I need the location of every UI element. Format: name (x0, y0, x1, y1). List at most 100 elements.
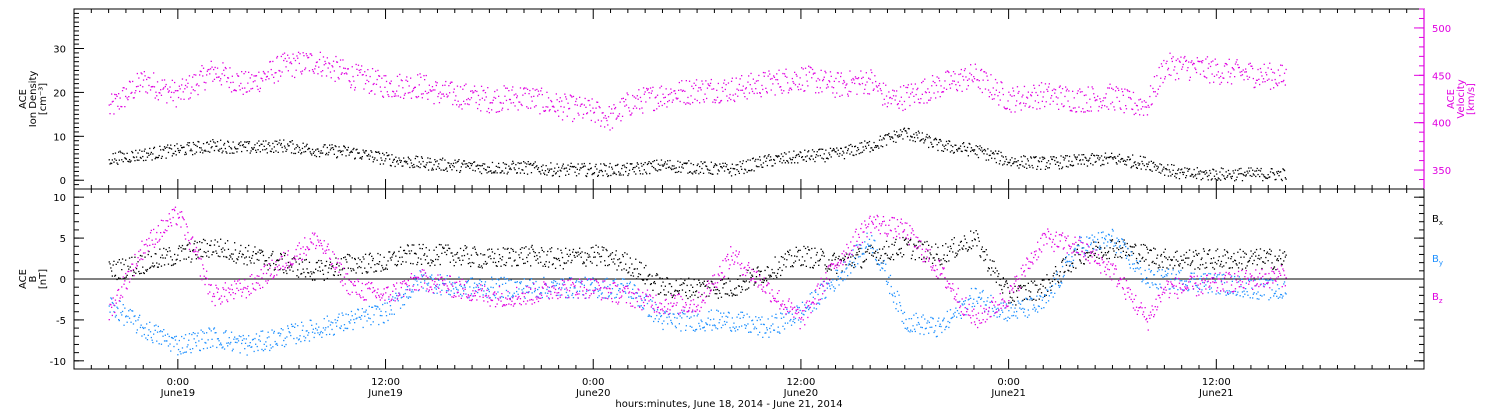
velocity-point (1166, 63, 1167, 64)
b-bx-point (577, 256, 578, 257)
velocity-point (240, 83, 241, 84)
velocity-point (1081, 111, 1082, 112)
density-point (162, 156, 163, 157)
b-bx-point (817, 260, 818, 261)
velocity-point (835, 97, 836, 98)
b-bx-point (783, 264, 784, 265)
b-bx-point (109, 263, 110, 264)
b-bx-point (797, 251, 798, 252)
b-bx-point (1141, 244, 1142, 245)
b-bx-point (976, 245, 977, 246)
velocity-point (658, 103, 659, 104)
density-point (240, 141, 241, 142)
density-point (490, 170, 491, 171)
velocity-point (773, 75, 774, 76)
velocity-point (994, 94, 995, 95)
b-bx-point (701, 294, 702, 295)
density-point (314, 155, 315, 156)
density-point (662, 166, 663, 167)
velocity-point (455, 95, 456, 96)
velocity-point (863, 93, 864, 94)
density-point (233, 153, 234, 154)
density-point (1205, 174, 1206, 175)
b-bx-point (834, 253, 835, 254)
velocity-point (1088, 111, 1089, 112)
velocity-point (775, 79, 776, 80)
velocity-point (895, 95, 896, 96)
velocity-point (809, 72, 810, 73)
velocity-point (478, 95, 479, 96)
b-bx-point (1285, 256, 1286, 257)
velocity-point (807, 81, 808, 82)
b-bx-point (1183, 254, 1184, 255)
velocity-point (634, 106, 635, 107)
velocity-point (1114, 109, 1115, 110)
density-point (504, 173, 505, 174)
velocity-point (824, 71, 825, 72)
velocity-point (585, 98, 586, 99)
b-bx-point (961, 241, 962, 242)
density-point (653, 167, 654, 168)
density-point (1160, 173, 1161, 174)
velocity-point (695, 85, 696, 86)
velocity-point (755, 88, 756, 89)
velocity-point (951, 75, 952, 76)
b-bx-point (682, 289, 683, 290)
density-point (1205, 170, 1206, 171)
b-bx-point (183, 248, 184, 249)
density-point (767, 165, 768, 166)
density-point (726, 166, 727, 167)
b-bx-point (1186, 252, 1187, 253)
velocity-point (212, 81, 213, 82)
density-point (1222, 174, 1223, 175)
density-point (644, 169, 645, 170)
velocity-point (488, 108, 489, 109)
velocity-point (1278, 69, 1279, 70)
density-point (135, 150, 136, 151)
b-bx-point (529, 253, 530, 254)
velocity-point (120, 97, 121, 98)
density-point (291, 152, 292, 153)
density-point (148, 153, 149, 154)
velocity-point (463, 101, 464, 102)
velocity-point (1188, 61, 1189, 62)
density-point (951, 145, 952, 146)
velocity-point (164, 79, 165, 80)
velocity-point (858, 77, 859, 78)
density-point (606, 165, 607, 166)
velocity-point (446, 94, 447, 95)
density-point (333, 149, 334, 150)
density-point (1002, 164, 1003, 165)
b-bx-point (628, 271, 629, 272)
density-point (894, 131, 895, 132)
density-point (1101, 155, 1102, 156)
b-bx-point (426, 256, 427, 257)
velocity-point (268, 78, 269, 79)
velocity-point (768, 70, 769, 71)
velocity-point (486, 111, 487, 112)
b-bx-point (652, 275, 653, 276)
velocity-point (688, 103, 689, 104)
b-bx-point (166, 254, 167, 255)
b-bx-point (1039, 288, 1040, 289)
velocity-point (666, 106, 667, 107)
b-bx-point (882, 248, 883, 249)
b-bx-point (1073, 267, 1074, 268)
velocity-point (533, 96, 534, 97)
density-point (976, 154, 977, 155)
b-bx-point (1061, 262, 1062, 263)
velocity-point (597, 102, 598, 103)
density-point (334, 154, 335, 155)
density-point (673, 165, 674, 166)
velocity-point (377, 70, 378, 71)
velocity-point (344, 73, 345, 74)
velocity-point (815, 92, 816, 93)
velocity-point (899, 101, 900, 102)
velocity-point (162, 80, 163, 81)
velocity-point (916, 94, 917, 95)
density-point (1199, 173, 1200, 174)
density-point (520, 172, 521, 173)
velocity-point (1106, 106, 1107, 107)
velocity-point (360, 69, 361, 70)
velocity-point (1092, 86, 1093, 87)
